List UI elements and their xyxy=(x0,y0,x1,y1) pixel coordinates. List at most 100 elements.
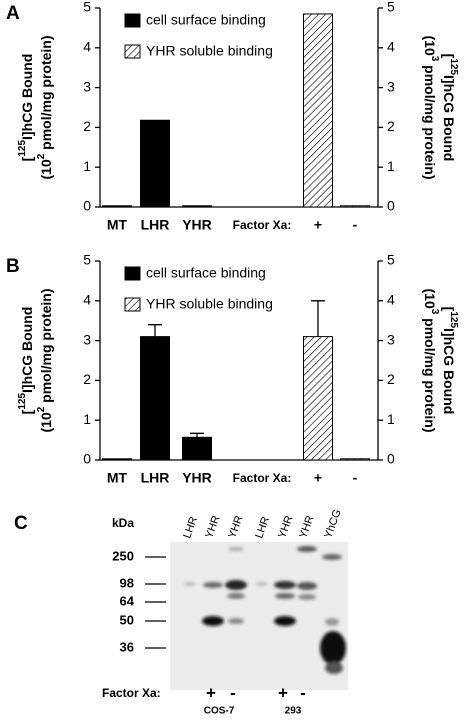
legend-label: YHR soluble binding xyxy=(146,296,273,312)
legend-label: YHR soluble binding xyxy=(146,43,273,59)
y2-tick-label: 1 xyxy=(387,158,395,174)
lane-label: YHR xyxy=(276,514,295,540)
gel-bands xyxy=(184,546,346,674)
y-tick-label: 3 xyxy=(83,331,91,347)
y2-tick-label: 2 xyxy=(387,371,395,387)
axis-title-part: 125 xyxy=(448,311,459,328)
y-tick-label: 4 xyxy=(83,292,91,308)
gel-image xyxy=(170,542,348,690)
axis-title-part: pmol/mg protein) xyxy=(38,288,54,406)
lane-label: YHR xyxy=(297,514,316,540)
error-bar xyxy=(190,432,204,438)
y2-tick-label: 3 xyxy=(387,78,395,94)
panel-label: B xyxy=(6,256,20,277)
gel-panel: C kDa LHR YHR YHR LHR YHR YHR YhCG25098645036F… xyxy=(14,508,348,717)
axis-title-part: 125 xyxy=(17,140,28,157)
y2-tick-label: 5 xyxy=(387,252,395,268)
axis-title-part: [ xyxy=(441,54,457,59)
error-bar xyxy=(148,324,162,337)
y-tick-label: 4 xyxy=(83,39,91,55)
axis-title-part: I]hCG Bound xyxy=(441,75,457,161)
axis-title-part: (10 xyxy=(38,412,54,432)
axis-title-part: [ xyxy=(441,307,457,312)
x-tick-label: - xyxy=(353,470,358,486)
marker-label: 250 xyxy=(112,548,134,563)
legend-swatch xyxy=(124,297,141,312)
factor-label: Factor Xa: xyxy=(102,686,161,700)
legend-label: cell surface binding xyxy=(146,12,266,28)
marker-label: 98 xyxy=(120,575,134,590)
y2-tick-label: 3 xyxy=(387,331,395,347)
axis-title-part: I]hCG Bound xyxy=(19,54,35,140)
axis-title-part: 2 xyxy=(36,153,47,159)
axis-title: (103 pmol/mg protein) xyxy=(422,288,440,432)
x-annotation: Factor Xa: xyxy=(233,218,292,232)
bar xyxy=(303,13,333,208)
lane-label: YhCG xyxy=(322,508,344,540)
bar xyxy=(102,205,132,208)
x-tick-label: + xyxy=(314,217,322,233)
marker-label: 64 xyxy=(120,593,135,608)
y2-tick-label: 4 xyxy=(387,292,395,308)
treatment-label: - xyxy=(300,683,306,702)
x-tick-label: + xyxy=(314,470,322,486)
y-tick-label: 5 xyxy=(83,0,91,15)
y-tick-label: 0 xyxy=(83,198,91,214)
legend-label: cell surface binding xyxy=(146,265,266,281)
lane-label: LHR xyxy=(181,515,200,540)
y-tick-label: 3 xyxy=(83,78,91,94)
y2-tick-label: 1 xyxy=(387,411,395,427)
lane-label: YHR xyxy=(203,514,222,540)
axis-title: [125I]hCG Bound xyxy=(17,54,35,162)
x-tick-label: LHR xyxy=(141,217,170,233)
bar xyxy=(340,458,370,461)
axis-title: [125I]hCG Bound xyxy=(17,307,35,415)
y2-tick-label: 5 xyxy=(387,0,395,15)
axis-title-part: 3 xyxy=(429,309,440,315)
legend-swatch xyxy=(124,44,141,59)
marker-label: 36 xyxy=(120,639,134,654)
axis-title: (103 pmol/mg protein) xyxy=(422,35,440,179)
y2-tick-label: 0 xyxy=(387,451,395,467)
axis-title-part: pmol/mg protein) xyxy=(38,35,54,153)
legend-swatch xyxy=(124,266,141,281)
cell-line-label: COS-7 xyxy=(204,706,235,717)
y2-tick-label: 2 xyxy=(387,118,395,134)
axis-title: [125I]hCG Bound xyxy=(441,54,459,162)
axis-title: (102 pmol/mg protein) xyxy=(36,35,54,179)
axis-title-part: (10 xyxy=(38,159,54,179)
lane-label: YHR xyxy=(226,514,245,540)
axis-title-part: 125 xyxy=(17,393,28,410)
axis-title: [125I]hCG Bound xyxy=(441,307,459,415)
x-tick-label: LHR xyxy=(141,470,170,486)
bar xyxy=(182,436,212,461)
bar xyxy=(140,336,170,461)
panel-label: A xyxy=(6,3,20,24)
axis-title-part: [ xyxy=(19,156,35,161)
bar xyxy=(303,336,333,461)
marker-label: 50 xyxy=(120,612,134,627)
y-tick-label: 2 xyxy=(83,371,91,387)
error-bar xyxy=(311,300,325,337)
axis-title-part: (10 xyxy=(422,35,438,55)
y-tick-label: 0 xyxy=(83,451,91,467)
axis-title-part: [ xyxy=(19,409,35,414)
y-tick-label: 1 xyxy=(83,411,91,427)
axis-title-part: I]hCG Bound xyxy=(19,307,35,393)
axis-title-part: 2 xyxy=(36,406,47,412)
axis-title-part: 125 xyxy=(448,58,459,75)
axis-title-part: (10 xyxy=(422,288,438,308)
y-tick-label: 2 xyxy=(83,118,91,134)
axis-title-part: I]hCG Bound xyxy=(441,328,457,414)
y2-tick-label: 4 xyxy=(387,39,395,55)
treatment-label: + xyxy=(206,683,216,702)
y-tick-label: 1 xyxy=(83,158,91,174)
lane-label: LHR xyxy=(253,515,272,540)
x-tick-label: YHR xyxy=(182,217,212,233)
x-tick-label: YHR xyxy=(182,470,212,486)
x-tick-label: - xyxy=(353,217,358,233)
treatment-label: - xyxy=(230,683,236,702)
bar xyxy=(140,119,170,208)
x-tick-label: MT xyxy=(107,470,128,486)
axis-title: (102 pmol/mg protein) xyxy=(36,288,54,432)
